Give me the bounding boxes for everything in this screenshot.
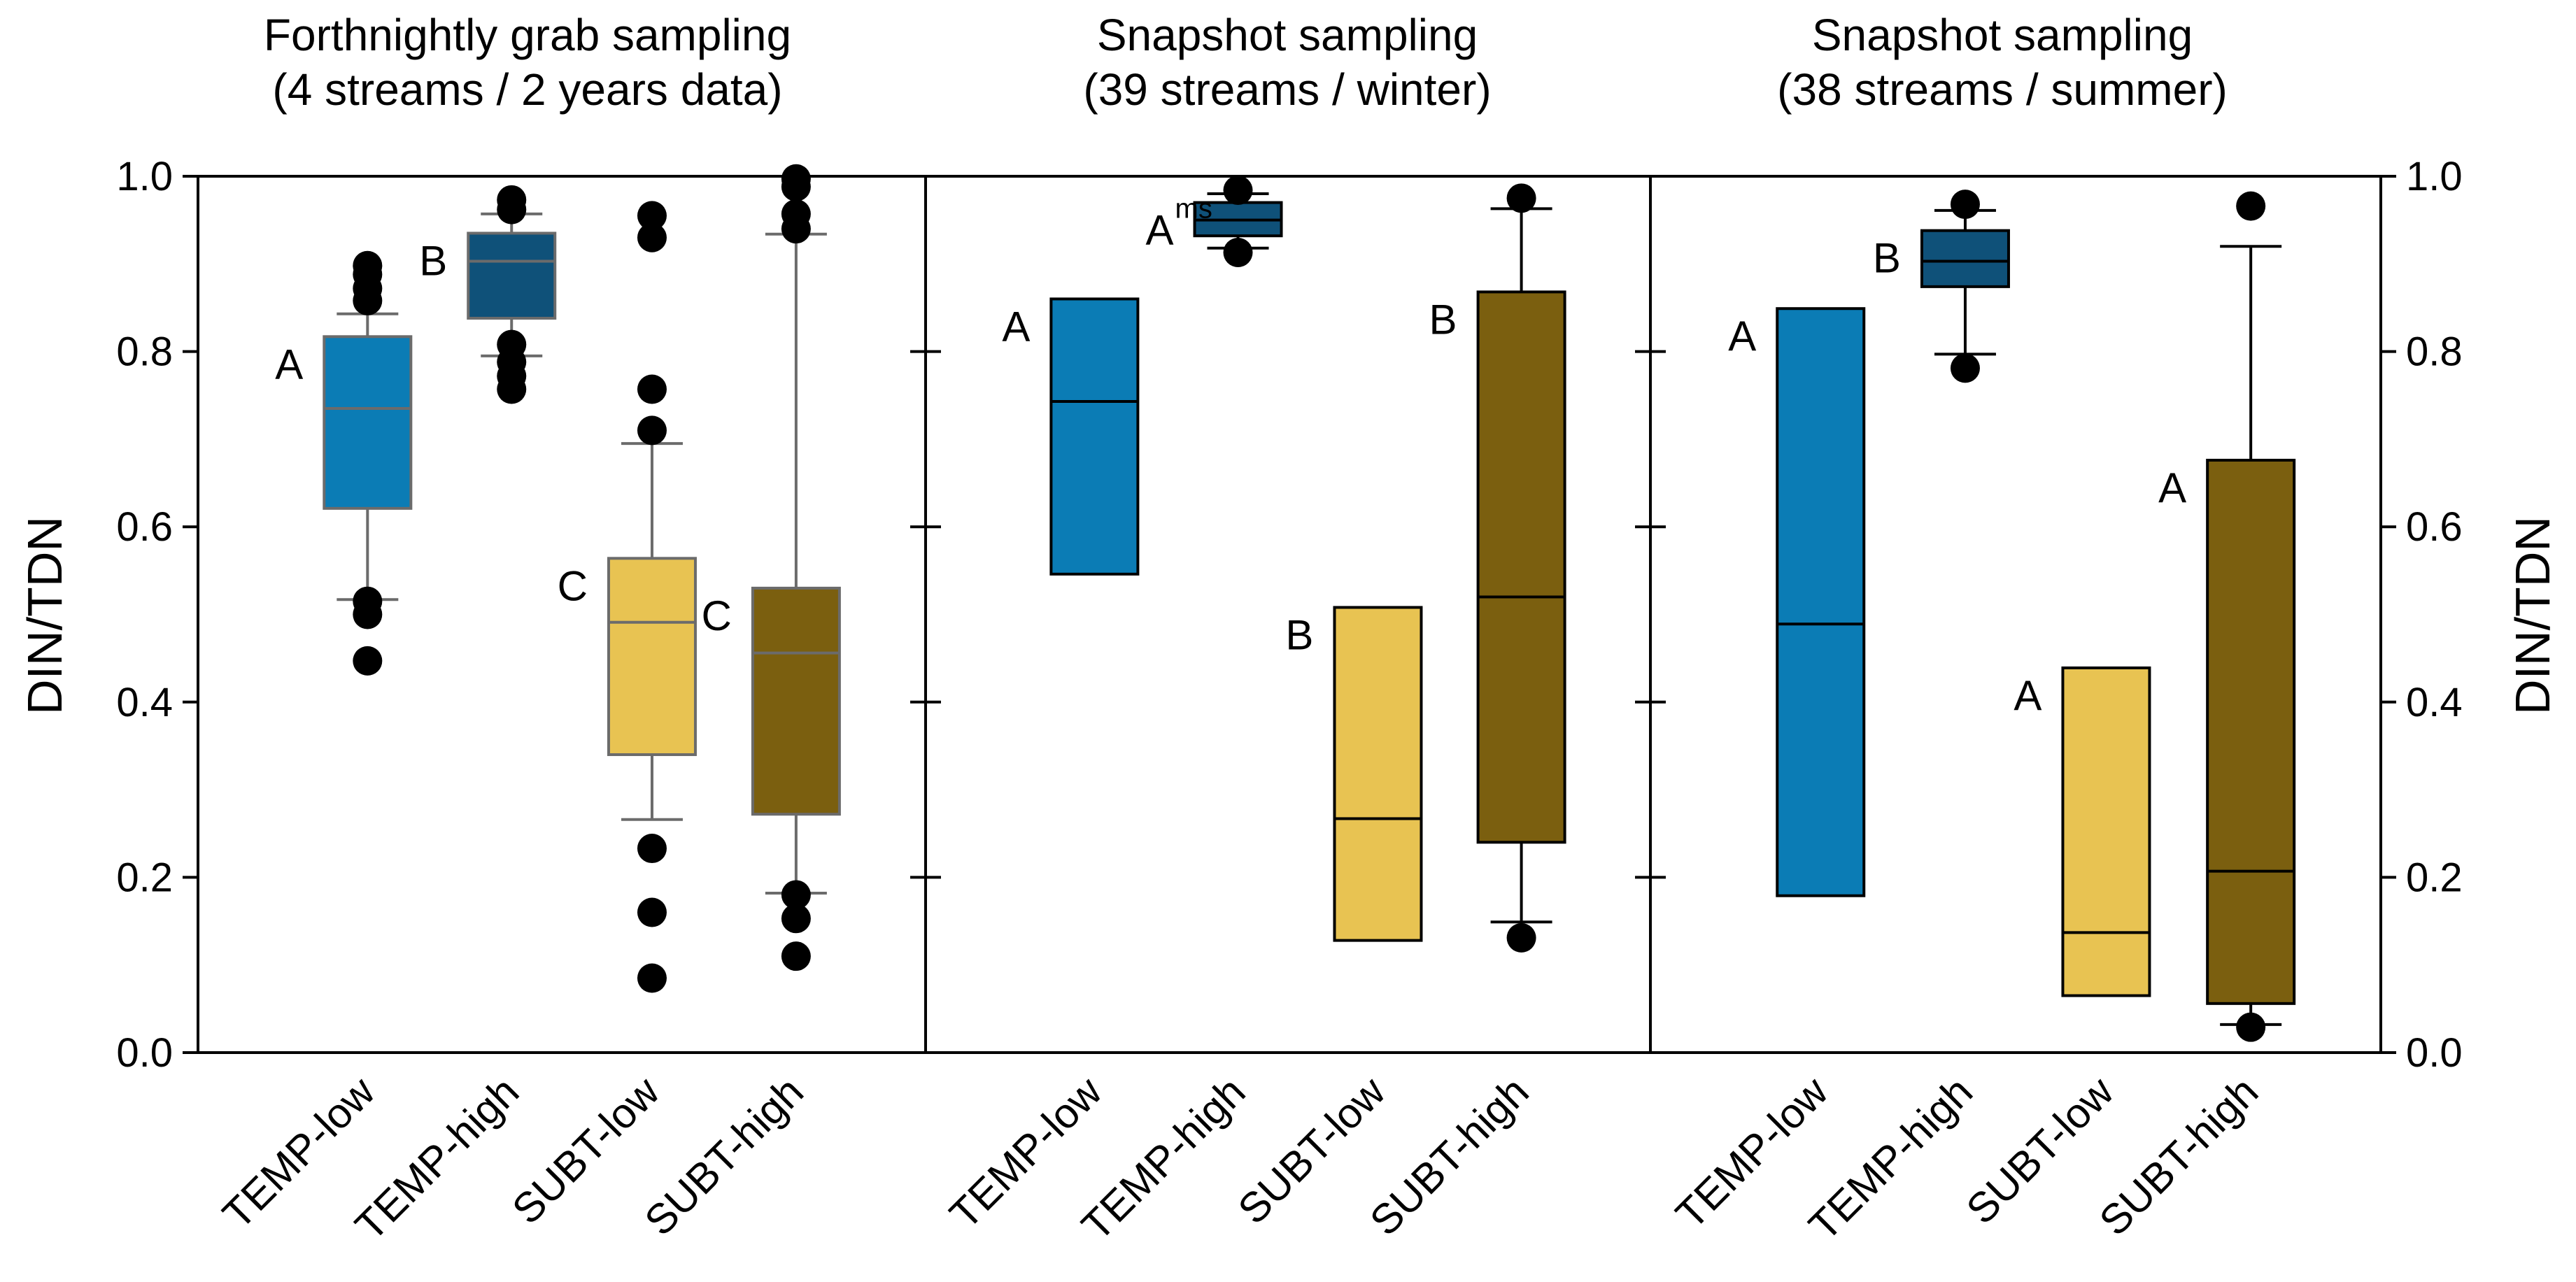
plot-area: 0.0 0.00.2 0.20.4 0.40.6 0.60.8 0.81.0 1.0ATEM…	[116, 154, 2462, 1249]
panel-1-title-line1: Forthnightly grab sampling	[264, 10, 791, 60]
outlier-point-p1-subt-high	[781, 199, 811, 229]
box-p2-temp-low	[1049, 297, 1140, 576]
panel-2-title-line1: Snapshot sampling	[1097, 10, 1478, 60]
significance-letter-p3-temp-low: A	[1728, 313, 1756, 359]
y-tick-label-left: 0.2	[116, 855, 173, 900]
y-tick-label-left: 0.6	[116, 504, 173, 550]
significance-letter-p2-subt-high: B	[1429, 296, 1457, 343]
outlier-point-p1-temp-high	[497, 329, 527, 359]
significance-letter-p1-temp-high: B	[419, 237, 447, 284]
outlier-point-p1-temp-low	[353, 586, 383, 616]
significance-letter-p2-temp-high: A	[1145, 207, 1173, 254]
y-tick-label-left: 1.0	[116, 154, 173, 199]
y-tick-label-right: 0.0	[2406, 1030, 2463, 1076]
box-p3-subt-high	[2206, 458, 2296, 1005]
outlier-point-p1-subt-low	[637, 963, 667, 993]
box-p1-temp-low	[323, 335, 413, 510]
outlier-point-p2-temp-high	[1223, 176, 1253, 206]
significance-letter-p3-subt-low: A	[2014, 672, 2041, 719]
y-axis-label-right: DIN/TDN	[2505, 516, 2560, 715]
significance-letter-p2-temp-low: A	[1002, 303, 1030, 350]
significance-letter-p2-subt-low: B	[1285, 611, 1313, 658]
outlier-point-p1-subt-high	[781, 904, 811, 934]
significance-superscript-p2-temp-high: ms	[1175, 194, 1212, 225]
y-tick-label-right: 0.8	[2406, 329, 2463, 375]
panel-3-title-line2: (38 streams / summer)	[1777, 64, 2228, 115]
outlier-point-p1-temp-high	[497, 185, 527, 215]
significance-letter-p3-temp-high: B	[1873, 235, 1901, 282]
outlier-point-p1-subt-low	[637, 897, 667, 927]
box-p2-subt-high	[1476, 290, 1566, 844]
outlier-point-p3-subt-high	[2236, 191, 2266, 221]
outlier-point-p3-temp-high	[1950, 353, 1980, 383]
outlier-point-p3-temp-high	[1950, 190, 1980, 220]
outlier-point-p1-temp-low	[353, 646, 383, 676]
outlier-point-p1-subt-high	[781, 941, 811, 971]
box-p3-temp-high	[1920, 229, 2010, 288]
x-tick-label-p3-subt-high: SUBT-high	[2090, 1068, 2267, 1245]
significance-letter-p1-subt-high: C	[702, 592, 732, 639]
outlier-point-p1-subt-low	[637, 201, 667, 231]
y-tick-label-right: 0.2	[2406, 855, 2463, 900]
significance-letter-p1-subt-low: C	[558, 562, 588, 609]
y-tick-label-left: 0.8	[116, 329, 173, 375]
x-tick-label-p1-subt-high: SUBT-high	[636, 1068, 813, 1245]
box-p1-subt-low	[607, 557, 697, 756]
outlier-point-p2-subt-high	[1506, 183, 1536, 213]
outlier-point-p2-temp-high	[1223, 238, 1253, 268]
box-p1-subt-high	[751, 586, 841, 816]
outlier-point-p1-subt-low	[637, 415, 667, 446]
y-tick-label-right: 0.4	[2406, 680, 2463, 725]
panel-2-title-line2: (39 streams / winter)	[1083, 64, 1491, 115]
plot-frame	[197, 175, 2382, 1054]
significance-letter-p1-temp-low: A	[275, 341, 303, 387]
box-p3-subt-low	[2061, 666, 2151, 997]
y-tick-label-right: 1.0	[2406, 154, 2463, 199]
outlier-point-p1-subt-low	[637, 222, 667, 252]
outlier-point-p1-subt-low	[637, 834, 667, 864]
panel-3-title-line1: Snapshot sampling	[1812, 10, 2193, 60]
box-p2-subt-low	[1333, 606, 1423, 942]
outlier-point-p1-temp-low	[353, 250, 383, 280]
panel-1-title-line2: (4 streams / 2 years data)	[272, 64, 782, 115]
box-p1-temp-high	[467, 232, 557, 320]
outlier-point-p1-subt-low	[637, 374, 667, 404]
outlier-point-p1-subt-high	[781, 164, 811, 194]
y-tick-label-right: 0.6	[2406, 504, 2463, 550]
outlier-point-p1-subt-high	[781, 880, 811, 910]
outlier-point-p3-subt-high	[2236, 1012, 2266, 1042]
significance-letter-p3-subt-high: A	[2158, 464, 2186, 511]
box-p3-temp-low	[1776, 307, 1866, 897]
outlier-point-p2-subt-high	[1506, 923, 1536, 953]
y-axis-label-left: DIN/TDN	[17, 516, 72, 715]
y-tick-label-left: 0.0	[116, 1030, 173, 1076]
y-tick-label-left: 0.4	[116, 680, 173, 725]
